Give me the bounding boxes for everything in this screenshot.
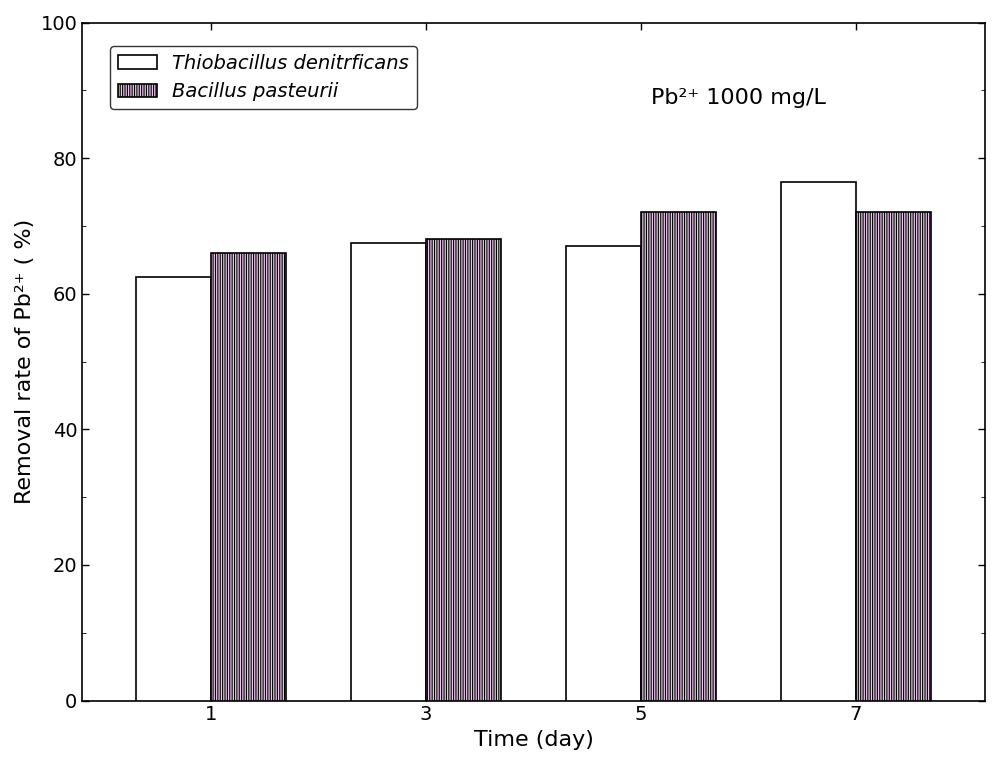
Y-axis label: Removal rate of Pb²⁺ ( %): Removal rate of Pb²⁺ ( %)	[15, 219, 35, 504]
Bar	[211, 253, 286, 701]
Bar	[781, 182, 856, 701]
Bar	[351, 243, 426, 701]
Bar	[566, 246, 641, 701]
Text: Pb²⁺ 1000 mg/L: Pb²⁺ 1000 mg/L	[651, 88, 826, 108]
Bar	[136, 277, 211, 701]
Bar	[641, 213, 716, 701]
Legend: Thiobacillus denitrficans, Bacillus pasteurii: Thiobacillus denitrficans, Bacillus past…	[110, 46, 417, 109]
Bar	[426, 239, 501, 701]
X-axis label: Time (day): Time (day)	[474, 730, 594, 750]
Bar	[856, 213, 931, 701]
